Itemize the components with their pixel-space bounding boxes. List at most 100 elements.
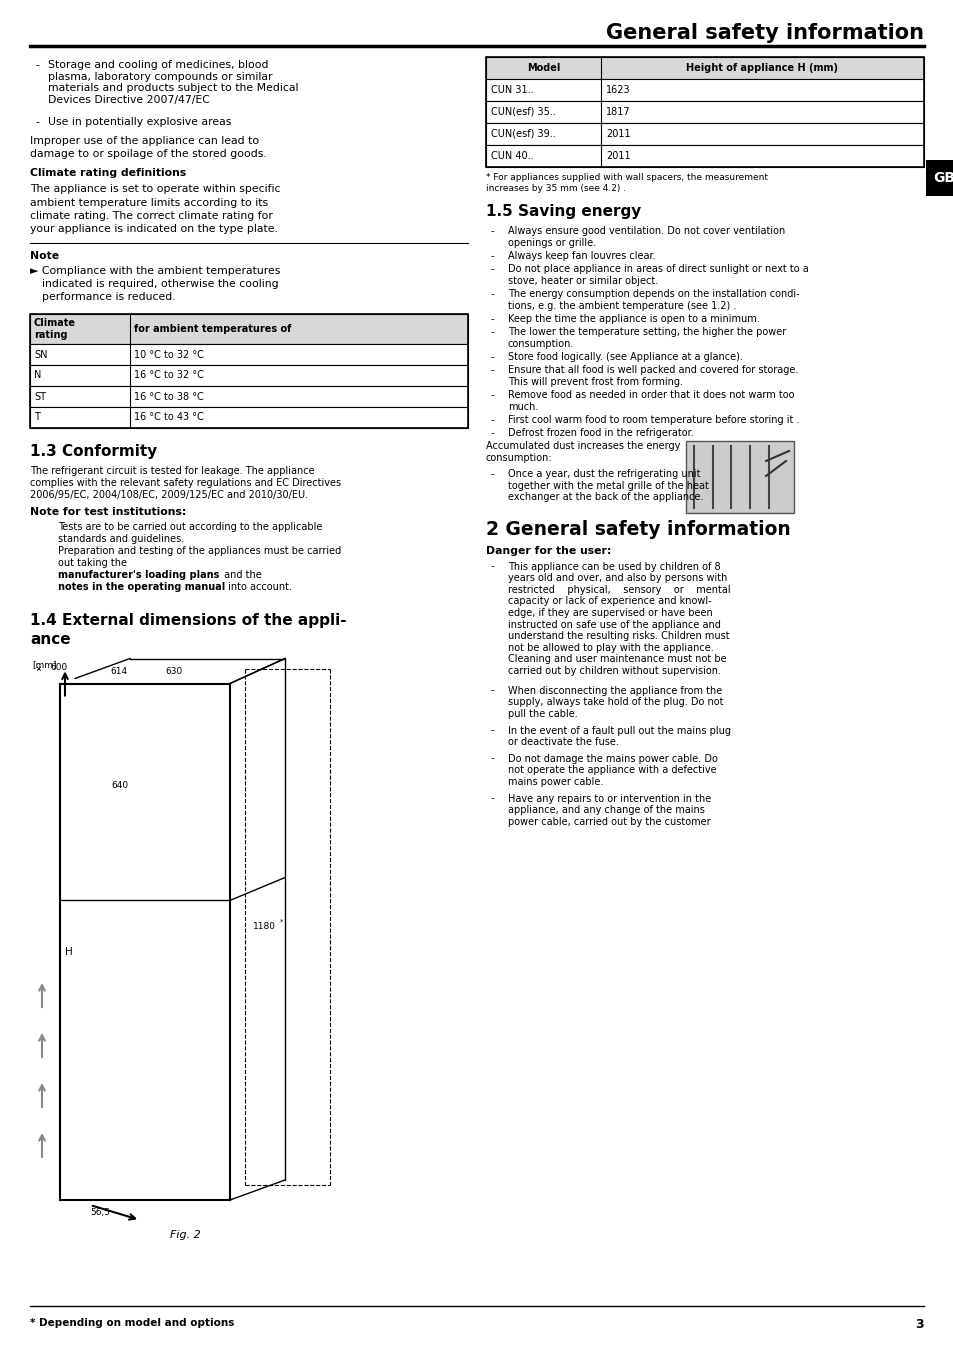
- Text: * For appliances supplied with wall spacers, the measurement: * For appliances supplied with wall spac…: [485, 173, 767, 182]
- Text: Improper use of the appliance can lead to: Improper use of the appliance can lead t…: [30, 135, 259, 146]
- Text: GB: GB: [932, 171, 953, 185]
- Text: -: -: [491, 428, 494, 437]
- Text: -: -: [491, 289, 494, 298]
- Text: Use in potentially explosive areas: Use in potentially explosive areas: [48, 117, 232, 127]
- Text: increases by 35 mm (see 4.2) .: increases by 35 mm (see 4.2) .: [485, 184, 625, 193]
- Text: Tests are to be carried out according to the applicable: Tests are to be carried out according to…: [58, 522, 322, 532]
- Text: Once a year, dust the refrigerating unit
together with the metal grille of the h: Once a year, dust the refrigerating unit…: [507, 468, 708, 502]
- Text: 3: 3: [915, 1318, 923, 1331]
- Text: climate rating. The correct climate rating for: climate rating. The correct climate rati…: [30, 211, 273, 221]
- Text: ► Compliance with the ambient temperatures: ► Compliance with the ambient temperatur…: [30, 266, 280, 275]
- Text: 600: 600: [50, 663, 67, 672]
- Text: Remove food as needed in order that it does not warm too
much.: Remove food as needed in order that it d…: [507, 390, 794, 412]
- Text: Height of appliance H (mm): Height of appliance H (mm): [686, 63, 838, 73]
- Text: ×: ×: [35, 667, 41, 672]
- Text: T: T: [34, 413, 40, 423]
- Text: Fig. 2: Fig. 2: [170, 1230, 200, 1241]
- Text: Note: Note: [30, 251, 59, 261]
- Text: -: -: [491, 364, 494, 375]
- Text: 630: 630: [165, 667, 182, 675]
- Text: for ambient temperatures of: for ambient temperatures of: [133, 324, 291, 333]
- Text: 2011: 2011: [605, 151, 630, 161]
- Text: ST: ST: [34, 392, 46, 401]
- Text: consumption:: consumption:: [485, 454, 552, 463]
- Text: H: H: [65, 946, 72, 957]
- FancyBboxPatch shape: [30, 315, 468, 344]
- Text: -: -: [491, 414, 494, 425]
- Text: 1.5 Saving energy: 1.5 Saving energy: [485, 204, 640, 219]
- Text: 16 °C to 38 °C: 16 °C to 38 °C: [133, 392, 204, 401]
- Text: [mm]: [mm]: [32, 660, 56, 670]
- FancyBboxPatch shape: [485, 80, 923, 101]
- FancyBboxPatch shape: [925, 161, 953, 196]
- Text: manufacturer's loading plans: manufacturer's loading plans: [58, 571, 219, 580]
- Text: 56,5: 56,5: [90, 1208, 110, 1216]
- Text: -: -: [491, 225, 494, 236]
- Text: notes in the operating manual: notes in the operating manual: [58, 582, 225, 593]
- Text: This appliance can be used by children of 8
years old and over, and also by pers: This appliance can be used by children o…: [507, 562, 730, 676]
- Text: 1.3 Conformity: 1.3 Conformity: [30, 444, 157, 459]
- Text: -: -: [491, 686, 494, 695]
- Text: N: N: [34, 370, 41, 381]
- Text: -: -: [35, 117, 39, 127]
- Text: Always keep fan louvres clear.: Always keep fan louvres clear.: [507, 251, 655, 261]
- Text: 10 °C to 32 °C: 10 °C to 32 °C: [133, 350, 204, 359]
- Text: damage to or spoilage of the stored goods.: damage to or spoilage of the stored good…: [30, 148, 267, 159]
- Text: Keep the time the appliance is open to a minimum.: Keep the time the appliance is open to a…: [507, 315, 759, 324]
- Text: 16 °C to 32 °C: 16 °C to 32 °C: [133, 370, 204, 381]
- Text: The energy consumption depends on the installation condi-
tions, e.g. the ambien: The energy consumption depends on the in…: [507, 289, 799, 310]
- Text: indicated is required, otherwise the cooling: indicated is required, otherwise the coo…: [42, 279, 278, 289]
- Text: -: -: [35, 59, 39, 70]
- FancyBboxPatch shape: [30, 406, 468, 428]
- Text: -: -: [491, 251, 494, 261]
- Text: ance: ance: [30, 633, 71, 648]
- Text: CUN 40..: CUN 40..: [491, 151, 533, 161]
- Text: ambient temperature limits according to its: ambient temperature limits according to …: [30, 197, 268, 208]
- Text: complies with the relevant safety regulations and EC Directives: complies with the relevant safety regula…: [30, 478, 341, 487]
- Text: performance is reduced.: performance is reduced.: [42, 293, 175, 302]
- Text: -: -: [491, 327, 494, 338]
- FancyBboxPatch shape: [485, 57, 923, 80]
- Text: *: *: [280, 919, 283, 925]
- Text: -: -: [491, 468, 494, 479]
- Text: Ensure that all food is well packed and covered for storage.
This will prevent f: Ensure that all food is well packed and …: [507, 364, 798, 386]
- Text: CUN(esf) 39..: CUN(esf) 39..: [491, 130, 556, 139]
- Text: -: -: [491, 390, 494, 400]
- Text: 614: 614: [110, 667, 127, 675]
- Text: standards and guidelines.: standards and guidelines.: [58, 535, 184, 544]
- Text: In the event of a fault pull out the mains plug
or deactivate the fuse.: In the event of a fault pull out the mai…: [507, 725, 730, 747]
- Text: out taking the: out taking the: [58, 559, 130, 568]
- Text: Note for test institutions:: Note for test institutions:: [30, 508, 186, 517]
- Text: 2 General safety information: 2 General safety information: [485, 520, 790, 539]
- Text: -: -: [491, 352, 494, 362]
- Text: into account.: into account.: [225, 582, 292, 593]
- FancyBboxPatch shape: [485, 123, 923, 144]
- Text: The lower the temperature setting, the higher the power
consumption.: The lower the temperature setting, the h…: [507, 327, 785, 348]
- Text: First cool warm food to room temperature before storing it .: First cool warm food to room temperature…: [507, 414, 799, 425]
- Text: and the: and the: [221, 571, 261, 580]
- Text: General safety information: General safety information: [605, 23, 923, 43]
- Text: 640: 640: [112, 782, 129, 791]
- Text: Climate
rating: Climate rating: [34, 319, 76, 340]
- Text: 1817: 1817: [605, 107, 630, 117]
- Text: Do not place appliance in areas of direct sunlight or next to a
stove, heater or: Do not place appliance in areas of direc…: [507, 265, 808, 286]
- Text: -: -: [491, 562, 494, 571]
- Text: Do not damage the mains power cable. Do
not operate the appliance with a defecti: Do not damage the mains power cable. Do …: [507, 753, 717, 787]
- Text: 2006/95/EC, 2004/108/EC, 2009/125/EC and 2010/30/EU.: 2006/95/EC, 2004/108/EC, 2009/125/EC and…: [30, 490, 308, 500]
- Text: -: -: [491, 265, 494, 274]
- Text: -: -: [491, 753, 494, 764]
- Text: Defrost frozen food in the refrigerator.: Defrost frozen food in the refrigerator.: [507, 428, 693, 437]
- Text: 1180: 1180: [253, 922, 275, 931]
- Text: 1.4 External dimensions of the appli-: 1.4 External dimensions of the appli-: [30, 613, 346, 628]
- Text: Climate rating definitions: Climate rating definitions: [30, 167, 186, 177]
- FancyBboxPatch shape: [685, 441, 793, 513]
- Text: 16 °C to 43 °C: 16 °C to 43 °C: [133, 413, 204, 423]
- Text: CUN 31..: CUN 31..: [491, 85, 533, 94]
- Text: Danger for the user:: Danger for the user:: [485, 545, 611, 556]
- FancyBboxPatch shape: [30, 344, 468, 364]
- Text: Always ensure good ventilation. Do not cover ventilation
openings or grille.: Always ensure good ventilation. Do not c…: [507, 225, 784, 247]
- Text: Accumulated dust increases the energy: Accumulated dust increases the energy: [485, 441, 679, 451]
- Text: 1623: 1623: [605, 85, 630, 94]
- FancyBboxPatch shape: [485, 101, 923, 123]
- Text: -: -: [491, 725, 494, 736]
